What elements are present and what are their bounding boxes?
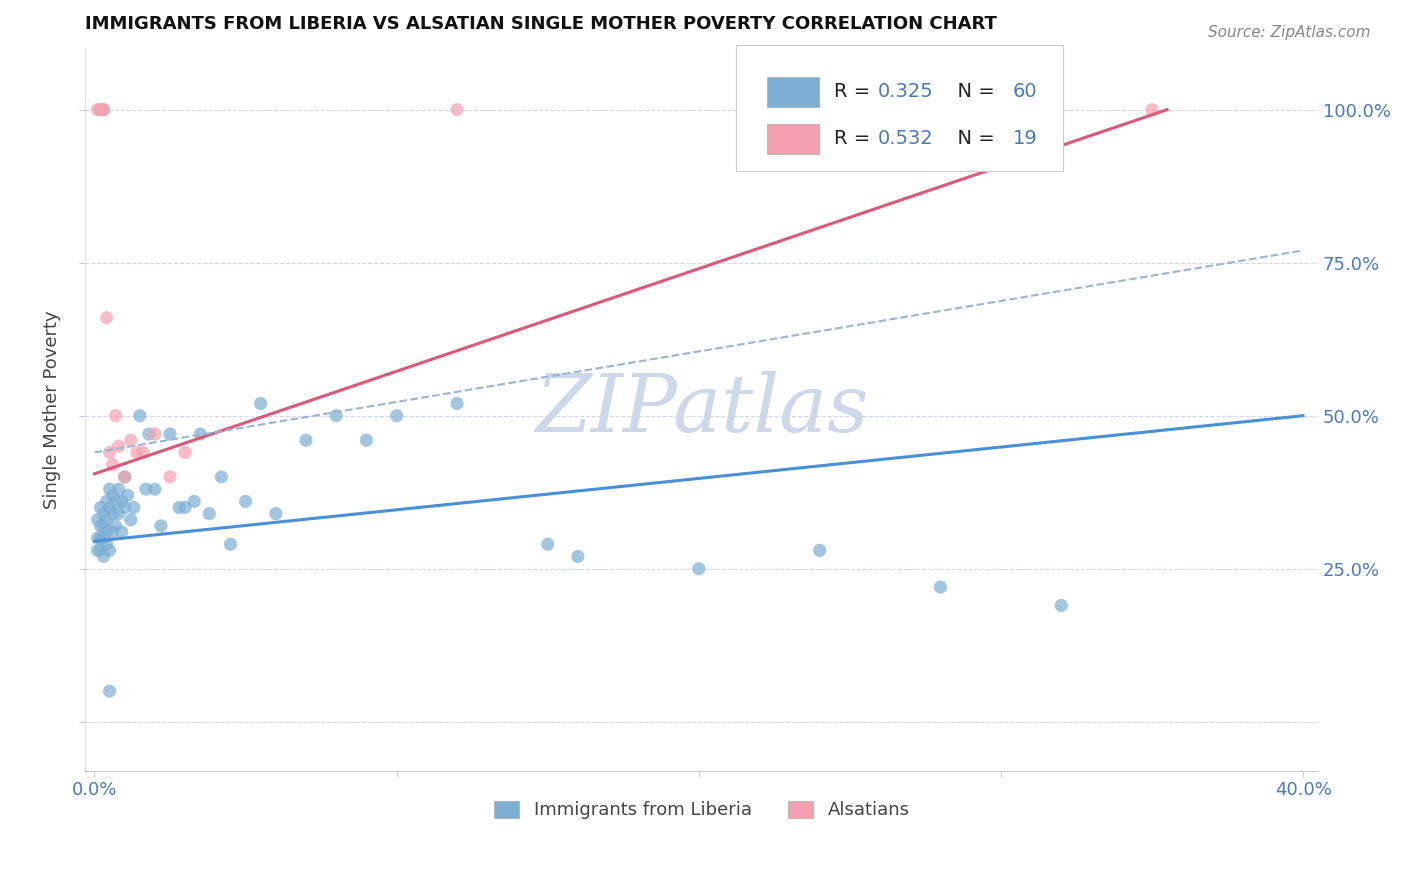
Text: R =: R = [834, 129, 876, 148]
Point [96, 310, 118, 325]
Point [90, 531, 112, 545]
Point [104, 409, 127, 423]
Point [86, 543, 108, 558]
Point [93, 549, 115, 564]
Point [120, 513, 142, 527]
Point [114, 500, 136, 515]
Point [122, 500, 145, 515]
FancyBboxPatch shape [768, 124, 818, 154]
Point [96, 524, 118, 539]
Point [1050, 599, 1073, 613]
Point [117, 488, 139, 502]
Point [90, 543, 112, 558]
FancyBboxPatch shape [768, 77, 818, 107]
Point [111, 494, 134, 508]
Point [929, 580, 952, 594]
Point [101, 458, 124, 472]
Text: 0.532: 0.532 [879, 129, 934, 148]
Point [138, 427, 160, 442]
Point [174, 500, 197, 515]
Point [295, 433, 318, 447]
Point [183, 494, 205, 508]
Point [93, 519, 115, 533]
Point [98, 482, 121, 496]
Point [86, 531, 108, 545]
Point [114, 470, 136, 484]
Point [149, 519, 172, 533]
Y-axis label: Single Mother Poverty: Single Mother Poverty [44, 310, 60, 508]
Point [688, 562, 710, 576]
Point [264, 507, 287, 521]
Point [174, 445, 197, 459]
Point [249, 396, 271, 410]
Point [90, 519, 112, 533]
Point [86, 103, 108, 117]
Point [98, 543, 121, 558]
Text: IMMIGRANTS FROM LIBERIA VS ALSATIAN SINGLE MOTHER POVERTY CORRELATION CHART: IMMIGRANTS FROM LIBERIA VS ALSATIAN SING… [86, 15, 997, 33]
Point [101, 488, 124, 502]
Point [1140, 103, 1163, 117]
Point [159, 470, 181, 484]
Point [101, 507, 124, 521]
Point [235, 494, 257, 508]
Point [96, 513, 118, 527]
Point [98, 500, 121, 515]
Text: 0.325: 0.325 [879, 82, 934, 102]
FancyBboxPatch shape [737, 45, 1063, 171]
Point [209, 470, 232, 484]
Point [93, 507, 115, 521]
Point [107, 482, 129, 496]
Point [93, 103, 115, 117]
Point [90, 103, 112, 117]
Point [98, 684, 121, 698]
Text: Source: ZipAtlas.com: Source: ZipAtlas.com [1208, 25, 1371, 40]
Point [808, 543, 831, 558]
Point [90, 500, 112, 515]
Point [93, 103, 115, 117]
Point [198, 507, 221, 521]
Point [86, 513, 108, 527]
Point [143, 427, 166, 442]
Point [567, 549, 589, 564]
Point [167, 500, 190, 515]
Point [98, 445, 121, 459]
Text: N =: N = [945, 82, 1001, 102]
Point [101, 524, 124, 539]
Point [104, 519, 127, 533]
Point [104, 494, 127, 508]
Point [188, 427, 211, 442]
Text: 19: 19 [1012, 129, 1038, 148]
Point [107, 439, 129, 453]
Point [93, 531, 115, 545]
Text: ZIPatlas: ZIPatlas [536, 371, 869, 449]
Point [219, 537, 242, 551]
Point [125, 445, 148, 459]
Point [537, 537, 560, 551]
Point [135, 482, 157, 496]
Point [107, 507, 129, 521]
Point [128, 409, 150, 423]
Text: 60: 60 [1012, 82, 1038, 102]
Point [96, 494, 118, 508]
Point [120, 433, 142, 447]
Point [114, 470, 136, 484]
Text: R =: R = [834, 82, 876, 102]
Point [325, 409, 347, 423]
Legend: Immigrants from Liberia, Alsatians: Immigrants from Liberia, Alsatians [486, 793, 917, 827]
Point [143, 482, 166, 496]
Point [90, 103, 112, 117]
Point [132, 445, 155, 459]
Point [356, 433, 378, 447]
Point [446, 396, 468, 410]
Text: N =: N = [945, 129, 1001, 148]
Point [159, 427, 181, 442]
Point [96, 537, 118, 551]
Point [111, 524, 134, 539]
Point [385, 409, 408, 423]
Point [446, 103, 468, 117]
